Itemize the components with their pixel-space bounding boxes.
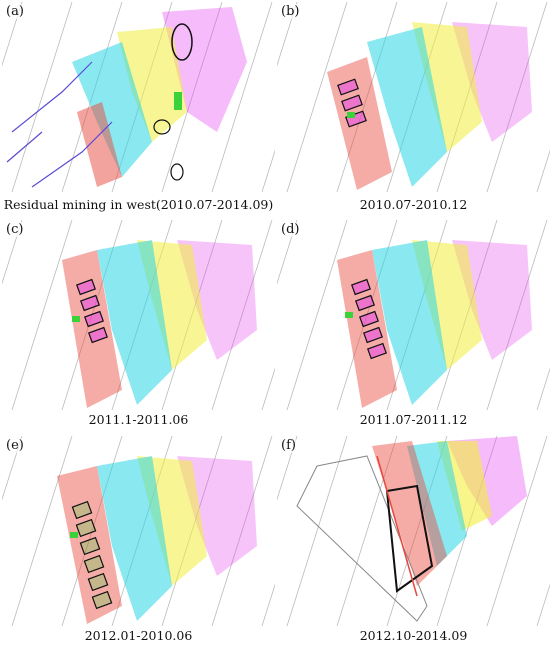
panel-f: (f): [277, 436, 550, 626]
panel-d-tag: (d): [281, 222, 300, 237]
panel-c-caption: 2011.1-2011.06: [88, 412, 189, 427]
panel-d-caption: 2011.07-2011.12: [359, 412, 468, 427]
panel-f-tag: (f): [281, 438, 296, 453]
panel-e-map: [2, 436, 275, 626]
panel-e-caption: 2012.01-2010.06: [84, 628, 193, 643]
magenta-workings: [162, 7, 247, 132]
panel-f-map: [277, 436, 550, 626]
panel-b: (b): [277, 2, 550, 192]
panel-a-caption: Residual mining in west(2010.07-2014.09): [3, 197, 274, 212]
panel-b-caption: 2010.07-2010.12: [359, 197, 468, 212]
yellow-workings: [117, 27, 187, 142]
panel-c-tag: (c): [6, 222, 24, 237]
panel-b-map: [277, 2, 550, 192]
mined-panels: [71, 500, 113, 610]
green-marker: [174, 92, 182, 110]
panel-b-tag: (b): [281, 4, 300, 19]
panel-e-tag: (e): [6, 438, 24, 453]
panel-d-map: [277, 220, 550, 410]
panel-a: (a): [2, 2, 275, 192]
red-boundaries: [376, 455, 418, 597]
panel-a-map: [2, 2, 275, 192]
mined-panels: [76, 278, 108, 344]
panel-f-caption: 2012.10-2014.09: [359, 628, 468, 643]
boundary-ellipse: [171, 23, 193, 61]
panel-c-map: [2, 220, 275, 410]
boundary-polygon: [385, 484, 434, 593]
panel-e: (e): [2, 436, 275, 626]
mined-panels: [337, 78, 367, 128]
panel-c: (c): [2, 220, 275, 410]
cyan-workings: [72, 42, 152, 177]
red-workings: [77, 102, 122, 187]
roadway-lines: [6, 61, 113, 188]
panel-d: (d): [277, 220, 550, 410]
panel-a-tag: (a): [6, 4, 24, 19]
mined-panels: [351, 278, 387, 360]
